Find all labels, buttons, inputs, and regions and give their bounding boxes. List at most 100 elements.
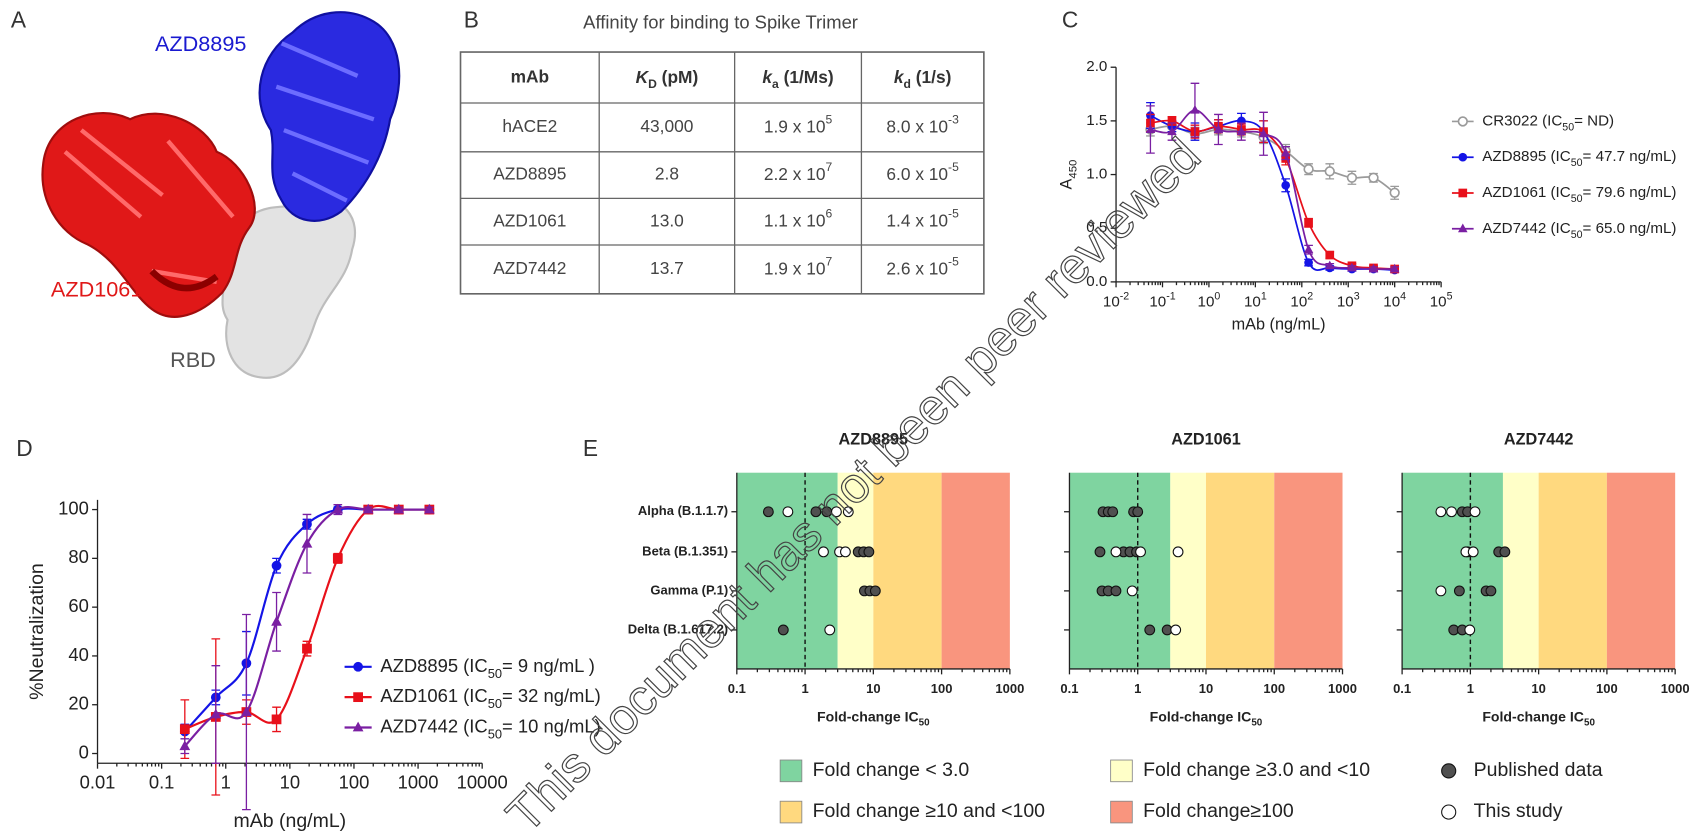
table-cell: 1.9 x 107 bbox=[764, 255, 833, 278]
tick-label: 1 bbox=[221, 772, 231, 793]
marker bbox=[1145, 124, 1156, 133]
panel-label: A bbox=[11, 7, 27, 33]
legend-label: AZD7442 (IC50= 10 ng/mL) bbox=[380, 715, 600, 741]
data-dot bbox=[1499, 546, 1511, 558]
tick-label: 0.01 bbox=[80, 772, 116, 793]
tick-label: 40 bbox=[68, 644, 88, 665]
legend-label: AZD7442 (IC50= 65.0 ng/mL) bbox=[1482, 220, 1676, 241]
legend-label: AZD8895 (IC50= 47.7 ng/mL) bbox=[1482, 148, 1676, 169]
tick-label: 0 bbox=[79, 741, 89, 762]
data-dot bbox=[1435, 506, 1447, 518]
x-axis-label: Fold-change IC50 bbox=[1150, 708, 1263, 728]
tick-label: 100 bbox=[1263, 681, 1285, 696]
tick-label: 0.0 bbox=[1086, 273, 1107, 290]
protein-structure bbox=[41, 11, 401, 379]
subscript: 50 bbox=[919, 718, 930, 729]
panel-title: AZD1061 bbox=[1171, 430, 1241, 448]
tick-base: 2.0 bbox=[1086, 58, 1107, 75]
text-part: Fold-change IC bbox=[817, 708, 919, 724]
subscript: 50 bbox=[1251, 718, 1262, 729]
subscript: 50 bbox=[1571, 193, 1583, 205]
superscript: 6 bbox=[825, 207, 832, 221]
text-part: 1.4 x 10 bbox=[886, 210, 948, 230]
legend-label: AZD8895 (IC50= 9 ng/mL ) bbox=[380, 655, 595, 681]
azd1061-ribbon bbox=[41, 111, 256, 318]
superscript: 7 bbox=[825, 160, 832, 174]
data-dot bbox=[782, 506, 794, 518]
superscript: -5 bbox=[948, 207, 959, 221]
zone bbox=[1402, 472, 1503, 669]
tick-label: 1.5 bbox=[1086, 112, 1107, 129]
panel-label: D bbox=[16, 435, 32, 461]
tick-label: 10 bbox=[866, 681, 880, 696]
marker bbox=[1167, 126, 1177, 136]
text-part: 1.9 x 10 bbox=[764, 258, 826, 278]
data-dot bbox=[869, 585, 881, 597]
text-part: AZD7442 (IC bbox=[1482, 220, 1570, 237]
marker bbox=[1236, 126, 1247, 136]
legend-label: Fold change ≥3.0 and <10 bbox=[1143, 759, 1370, 781]
tick-label: 1 bbox=[1134, 681, 1141, 696]
zone bbox=[1606, 472, 1676, 669]
subscript: 450 bbox=[1067, 160, 1079, 179]
table-cell: 13.7 bbox=[650, 258, 684, 278]
data-dot bbox=[1126, 585, 1138, 597]
tick-label: 10 bbox=[280, 772, 300, 793]
tick-label: 2.0 bbox=[1086, 58, 1107, 75]
legend-label: Published data bbox=[1474, 759, 1603, 781]
table-cell: AZD8895 bbox=[493, 164, 566, 184]
data-dot bbox=[1172, 546, 1184, 558]
marker bbox=[1368, 172, 1379, 183]
legend-label: Fold change ≥10 and <100 bbox=[813, 800, 1046, 822]
marker bbox=[1325, 250, 1335, 260]
tick-label: 100 bbox=[931, 681, 953, 696]
marker bbox=[1458, 152, 1468, 162]
marker bbox=[271, 714, 282, 725]
x-axis-label: mAb (ng/mL) bbox=[1232, 316, 1326, 334]
tick-label: 0.1 bbox=[1393, 681, 1411, 696]
text-part: AZD1061 (IC bbox=[1482, 184, 1570, 201]
legend-label: CR3022 (IC50= ND) bbox=[1482, 112, 1614, 133]
tick-exponent: 1 bbox=[1261, 290, 1267, 302]
subscript: 50 bbox=[488, 666, 502, 681]
marker bbox=[1324, 260, 1335, 270]
table-cell: 1.4 x 10-5 bbox=[886, 207, 959, 230]
marker bbox=[1368, 263, 1379, 273]
table: mAb KD (pM) ka (1/Ms) kd (1/s)hACE2 43,000 1.… bbox=[459, 51, 985, 295]
table-cell: 2.2 x 107 bbox=[764, 160, 833, 183]
marker bbox=[302, 643, 312, 654]
tick-exponent: 5 bbox=[1447, 290, 1453, 302]
subscript: 50 bbox=[1571, 157, 1583, 169]
tick-exponent: 2 bbox=[1307, 290, 1313, 302]
text-part: AZD1061 (IC bbox=[380, 685, 487, 706]
panel-label: E bbox=[583, 435, 598, 461]
tick-label: 105 bbox=[1430, 290, 1453, 310]
y-axis-label: %Neutralization bbox=[26, 563, 48, 700]
subscript: 50 bbox=[1562, 121, 1574, 133]
marker bbox=[1389, 263, 1400, 273]
table-cell: 43,000 bbox=[640, 116, 693, 136]
tick-exponent: 3 bbox=[1354, 290, 1360, 302]
text-part: 1.1 x 10 bbox=[764, 210, 826, 230]
superscript: -3 bbox=[948, 113, 959, 127]
text-part: AZD8895 (IC bbox=[380, 655, 487, 676]
tick-base: 10 bbox=[1337, 293, 1354, 310]
tick-exponent: -1 bbox=[1166, 290, 1176, 302]
data-dot bbox=[1132, 506, 1144, 518]
marker bbox=[301, 537, 313, 548]
superscript: 7 bbox=[825, 255, 832, 269]
zone bbox=[736, 472, 838, 669]
tick-label: 1.0 bbox=[1086, 166, 1107, 183]
tick-base: 10 bbox=[1383, 293, 1400, 310]
data-dot bbox=[777, 624, 789, 636]
subscript: D bbox=[648, 77, 657, 91]
text-part: A bbox=[1058, 178, 1076, 189]
tick-exponent: -2 bbox=[1120, 290, 1130, 302]
text-part: 8.0 x 10 bbox=[886, 116, 948, 136]
tick-base: 10 bbox=[1198, 293, 1215, 310]
tick-label: 102 bbox=[1290, 290, 1313, 310]
tick-label: 80 bbox=[68, 546, 88, 567]
marker bbox=[362, 503, 374, 514]
text-part: 2.6 x 10 bbox=[886, 258, 948, 278]
text-part: AZD8895 (IC bbox=[1482, 148, 1570, 165]
